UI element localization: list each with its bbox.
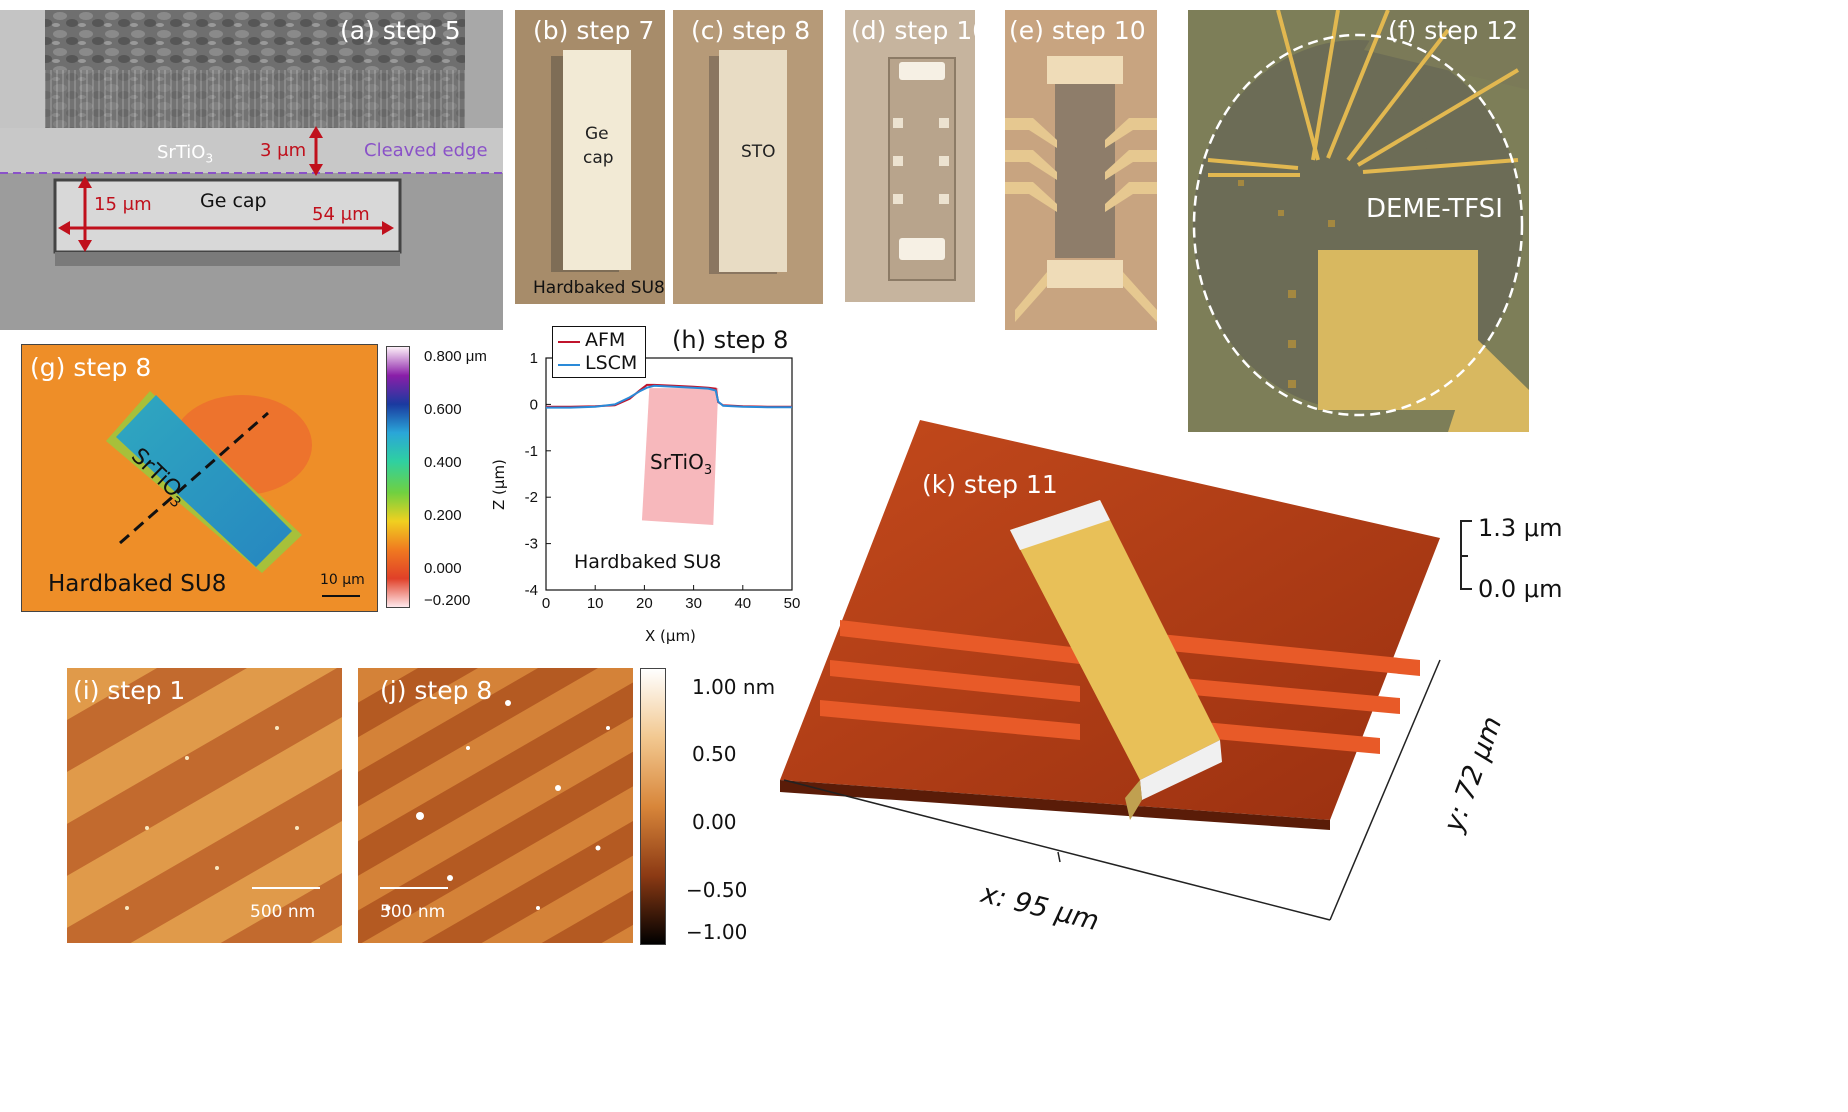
- panel-b-optical-image: (b) step 7 Ge cap Hardbaked SU8: [515, 10, 665, 304]
- panel-g-colorbar-tick-0: 0.800 μm: [424, 348, 487, 365]
- hardbaked-su8-label: Hardbaked SU8: [533, 278, 665, 298]
- panel-g-colorbar-tick-1: 0.600: [424, 401, 462, 418]
- panel-j-colorbar-tick-4: −1.00: [686, 920, 748, 944]
- panel-j-scale-label: 500 nm: [380, 902, 446, 922]
- panel-h-legend: [552, 326, 646, 378]
- sem-drawing: [0, 10, 503, 330]
- z-scale-tick-bottom: [1460, 588, 1472, 590]
- y-tick-label-0: 1: [530, 350, 538, 367]
- legend-lscm-swatch: [558, 364, 580, 366]
- y-tick-label-5: -4: [525, 582, 538, 599]
- panel-k-3d-render: (k) step 11: [780, 420, 1480, 940]
- scale-bar-label: 10 μm: [320, 572, 365, 588]
- scale-bar: [322, 595, 360, 597]
- x-tick-label-2: 20: [636, 595, 653, 612]
- x-tick-label-0: 0: [542, 595, 550, 612]
- sto-label: STO: [741, 142, 776, 162]
- x-tick-label-3: 30: [685, 595, 702, 612]
- panel-d-label: (d) step 10: [851, 16, 975, 45]
- panel-a-label: (a) step 5: [340, 16, 461, 45]
- panel-i-label: (i) step 1: [73, 676, 186, 705]
- y-tick-label-4: -3: [525, 536, 538, 553]
- panel-e-label: (e) step 10: [1009, 16, 1146, 45]
- y-tick-label-2: -1: [525, 443, 538, 460]
- panel-g-colorbar: [386, 346, 410, 608]
- ge-label: Ge: [585, 124, 609, 144]
- y-axis-label: Z (μm): [490, 459, 508, 510]
- srtio3-block: [641, 388, 719, 526]
- panel-a-sem-image: (a) step 5 SrTiO3 3 μm Cleaved edge 15 μ…: [0, 10, 503, 330]
- panel-g-colorbar-tick-4: 0.000: [424, 560, 462, 577]
- width-54um-label: 54 μm: [312, 204, 370, 225]
- x-axis-label: X (μm): [645, 627, 696, 645]
- z-top-label: 1.3 μm: [1478, 514, 1563, 542]
- z-bottom-label: 0.0 μm: [1478, 575, 1563, 603]
- panel-c-optical-image: (c) step 8 STO: [673, 10, 823, 304]
- z-scale-tick-mid: [1460, 555, 1468, 557]
- hardbaked-su8-map-label: Hardbaked SU8: [48, 571, 227, 597]
- panel-j-colorbar: [640, 668, 666, 945]
- panel-f-optical-image: (f) step 12 DEME-TFSI: [1188, 10, 1529, 432]
- panel-j-colorbar-tick-0: 1.00 nm: [692, 675, 776, 699]
- panel-c-label: (c) step 8: [691, 16, 811, 45]
- panel-j-colorbar-tick-1: 0.50: [692, 742, 737, 766]
- srtio3-label: SrTiO3: [157, 142, 214, 166]
- x-tick-label-4: 40: [734, 595, 751, 612]
- panel-b-label: (b) step 7: [533, 16, 655, 45]
- panel-i-afm-image: (i) step 1 500 nm: [67, 668, 342, 943]
- panel-j-scale-bar: [380, 887, 448, 889]
- height-15um-label: 15 μm: [94, 194, 152, 215]
- panel-i-scale-label: 500 nm: [250, 902, 316, 922]
- x-tick-label-1: 10: [587, 595, 604, 612]
- legend-lscm-label: LSCM: [585, 352, 638, 374]
- panel-g-afm-map: (g) step 8 SrTiO3 Hardbaked SU8 10 μm: [21, 344, 378, 612]
- plot-frame: [545, 357, 793, 591]
- panel-h-label: (h) step 8: [672, 326, 789, 354]
- panel-g-label: (g) step 8: [30, 353, 152, 382]
- panel-f-label: (f) step 12: [1388, 16, 1519, 45]
- y-tick-label-1: 0: [530, 396, 538, 413]
- panel-i-scale-bar: [252, 887, 320, 889]
- panel-g-colorbar-tick-3: 0.200: [424, 507, 462, 524]
- cleaved-edge-label: Cleaved edge: [364, 140, 488, 161]
- panel-k-label: (k) step 11: [922, 470, 1058, 499]
- thickness-3um-label: 3 μm: [260, 140, 307, 161]
- x-tick-label-5: 50: [784, 595, 801, 612]
- panel-d-optical-image: (d) step 10: [845, 10, 975, 302]
- panel-e-optical-image: (e) step 10: [1005, 10, 1157, 330]
- legend-afm-label: AFM: [585, 329, 626, 351]
- panel-j-label: (j) step 8: [380, 676, 493, 705]
- legend-afm-swatch: [558, 341, 580, 343]
- deme-tfsi-label: DEME-TFSI: [1366, 194, 1503, 224]
- y-tick-label-3: -2: [525, 489, 538, 506]
- ge-cap-label: Ge cap: [200, 190, 267, 212]
- panel-j-afm-image: (j) step 8 500 nm: [358, 668, 633, 943]
- panel-g-colorbar-tick-5: −0.200: [424, 592, 471, 609]
- cap-label: cap: [583, 148, 614, 168]
- srtio3-chart-label: SrTiO3: [650, 450, 713, 478]
- series-line-lscm: [546, 384, 792, 409]
- panel-j-colorbar-tick-3: −0.50: [686, 878, 748, 902]
- z-scale-tick-top: [1460, 520, 1472, 522]
- panel-j-colorbar-tick-2: 0.00: [692, 810, 737, 834]
- hardbaked-su8-chart-label: Hardbaked SU8: [574, 551, 722, 573]
- panel-g-colorbar-tick-2: 0.400: [424, 454, 462, 471]
